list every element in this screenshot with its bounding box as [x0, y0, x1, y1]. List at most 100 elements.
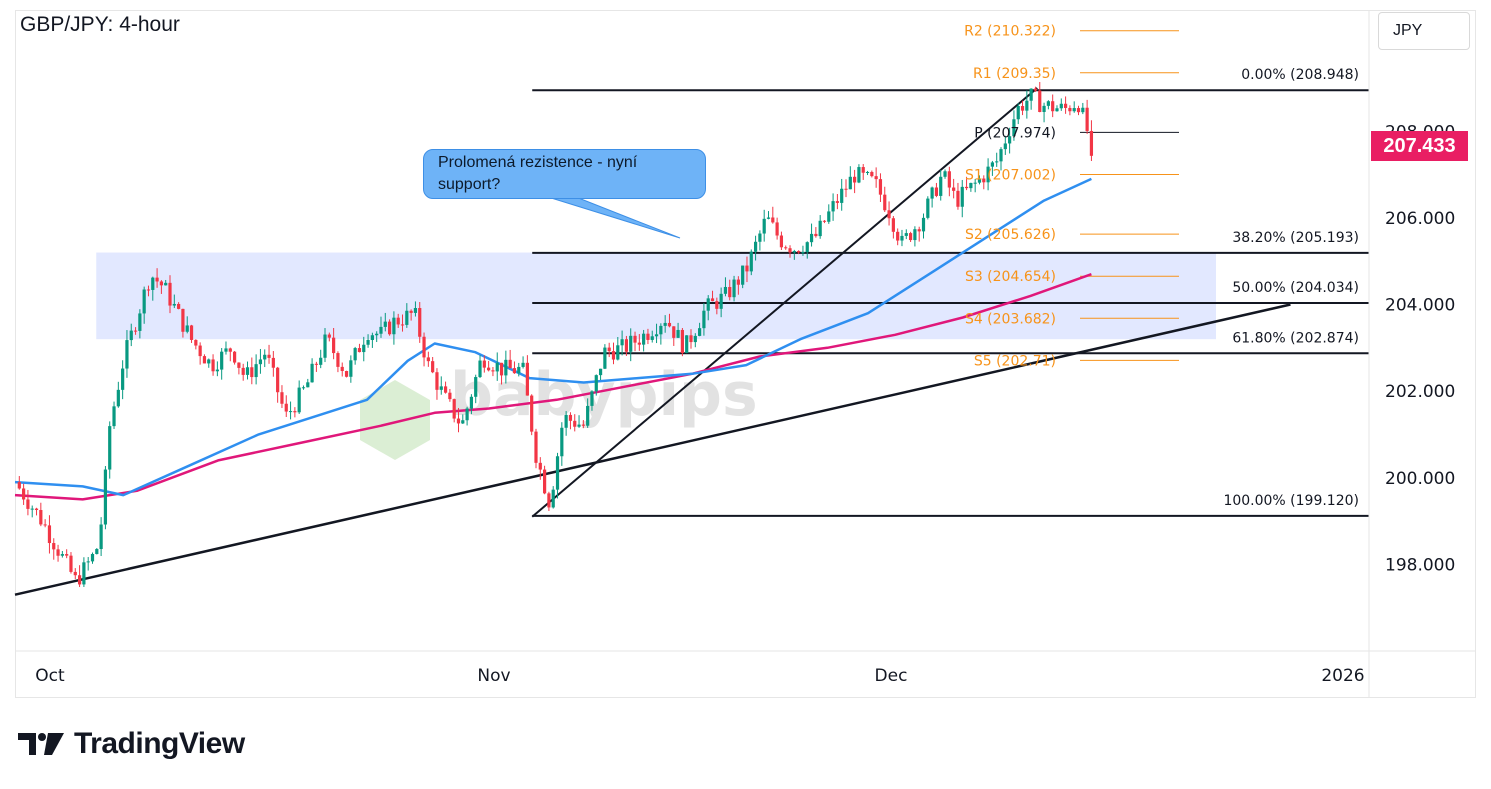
y-tick-label: 198.000	[1385, 555, 1455, 575]
candle-body	[1059, 103, 1063, 109]
candle-body	[603, 347, 607, 369]
candle-body	[99, 524, 103, 550]
callout-pointer	[547, 196, 681, 239]
candle-body	[637, 342, 641, 345]
candle-body	[934, 187, 939, 196]
candle-body	[642, 333, 646, 345]
candle-body	[560, 427, 564, 457]
candle-body	[90, 553, 95, 562]
candle-body	[715, 301, 719, 309]
candle-body	[310, 363, 314, 383]
candle-body	[788, 248, 792, 253]
candle-body	[332, 337, 336, 354]
candle-body	[939, 176, 943, 196]
pivot-label: S1 (207.002)	[965, 167, 1056, 183]
candle-body	[422, 336, 426, 358]
currency-selector[interactable]: JPY	[1378, 12, 1470, 50]
candle-body	[26, 499, 30, 509]
candle-body	[891, 218, 895, 232]
pivot-label: S5 (202.71)	[974, 353, 1056, 369]
chart-title: GBP/JPY: 4-hour	[20, 13, 180, 36]
candle-body	[982, 178, 986, 183]
candle-body	[990, 162, 994, 167]
candle-body	[853, 176, 857, 183]
candle-body	[831, 201, 835, 212]
candle-body	[1046, 101, 1050, 106]
candle-body	[758, 233, 762, 242]
candle-body	[702, 310, 706, 329]
candle-body	[418, 308, 422, 337]
candle-body	[344, 371, 349, 377]
level-labels-layer: 0.00% (208.948) 38.20% (205.193) 50.00% (2…	[964, 24, 1359, 509]
candle-body	[960, 186, 964, 207]
candle-body	[672, 326, 676, 338]
candle-body	[952, 187, 956, 191]
candle-body	[517, 366, 521, 374]
candle-body	[1068, 107, 1072, 112]
candle-body	[861, 167, 865, 173]
candle-body	[112, 406, 116, 427]
candle-body	[547, 493, 551, 508]
candle-body	[594, 375, 598, 392]
candle-body	[1016, 106, 1020, 120]
axes-layer: 198.000200.000202.000204.000206.000208.0…	[15, 10, 1476, 698]
candle-body	[198, 345, 202, 357]
candle-body	[323, 334, 327, 358]
candle-body	[77, 575, 82, 585]
y-tick-label: 200.000	[1385, 469, 1455, 489]
candle-body	[573, 420, 577, 427]
chart-frame	[15, 10, 1476, 698]
candle-body	[297, 387, 301, 413]
candle-body	[125, 340, 129, 369]
candle-body	[211, 359, 215, 372]
candle-body	[568, 414, 573, 421]
candle-body	[228, 348, 232, 352]
candle-body	[426, 357, 430, 362]
candle-body	[1055, 108, 1059, 112]
candle-body	[797, 250, 801, 253]
candle-body	[577, 424, 581, 427]
candle-body	[745, 265, 749, 272]
moving-average-slow	[14, 273, 1092, 501]
x-tick-label: Oct	[35, 666, 65, 686]
candle-body	[469, 396, 474, 409]
pivot-label: R2 (210.322)	[964, 24, 1056, 40]
candle-body	[52, 543, 56, 550]
candle-body	[1089, 130, 1094, 156]
candle-body	[1072, 108, 1076, 112]
candle-body	[620, 339, 624, 346]
candle-body	[650, 336, 654, 340]
candle-body	[224, 348, 228, 352]
candle-body	[611, 351, 616, 360]
candle-body	[129, 330, 133, 341]
candle-body	[456, 418, 461, 424]
candle-body	[95, 549, 99, 554]
candle-body	[874, 176, 878, 180]
x-tick-label: Dec	[875, 666, 908, 686]
candle-body	[379, 326, 383, 334]
candle-body	[73, 571, 77, 576]
candle-body	[926, 198, 930, 218]
candle-body	[878, 179, 883, 195]
candle-body	[465, 408, 469, 421]
candle-body	[177, 303, 181, 309]
candle-body	[319, 357, 323, 365]
candle-body	[276, 367, 280, 393]
candle-body	[710, 298, 715, 302]
candle-body	[370, 335, 374, 341]
candle-body	[448, 392, 452, 400]
candle-body	[766, 217, 771, 219]
candle-body	[870, 171, 874, 177]
candle-body	[969, 182, 973, 189]
candle-body	[461, 420, 465, 424]
candle-body	[844, 188, 848, 190]
candle-body	[478, 360, 482, 378]
candle-body	[977, 178, 982, 183]
candle-body	[999, 149, 1003, 162]
x-tick-label: Nov	[477, 666, 510, 686]
candle-body	[499, 362, 504, 376]
channel-trendline	[531, 87, 1038, 518]
candle-body	[155, 277, 159, 282]
candle-body	[654, 334, 659, 337]
